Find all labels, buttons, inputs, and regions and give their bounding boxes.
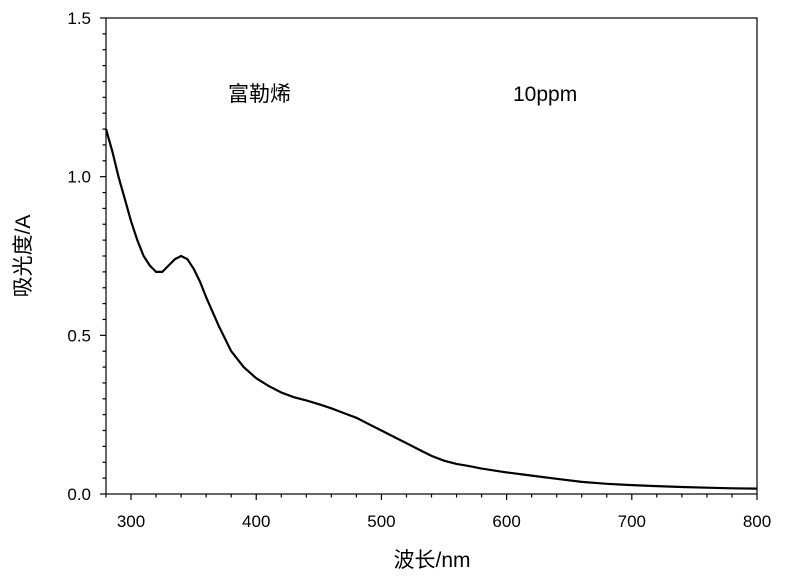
y-tick-label: 1.0 [67, 168, 91, 187]
y-axis-tick-labels: 0.0 0.5 1.0 1.5 [67, 9, 91, 504]
annotation-sample-name: 富勒烯 [228, 83, 291, 106]
x-tick-label: 500 [367, 512, 395, 531]
y-axis-ticks [100, 17, 106, 495]
y-tick-label: 0.5 [67, 326, 91, 345]
y-axis-title: 吸光度/A [12, 215, 35, 298]
x-axis-title: 波长/nm [393, 549, 470, 572]
plot-area-frame [105, 17, 758, 495]
x-tick-label: 600 [492, 512, 520, 531]
x-tick-label: 400 [242, 512, 270, 531]
absorbance-series-line [104, 128, 758, 490]
x-tick-label: 800 [743, 512, 771, 531]
y-tick-label: 1.5 [67, 9, 91, 28]
x-axis-tick-labels: 300 400 500 600 700 800 [117, 512, 771, 531]
x-tick-label: 700 [618, 512, 646, 531]
x-tick-label: 300 [117, 512, 145, 531]
annotation-concentration: 10ppm [513, 83, 577, 106]
x-axis-ticks [105, 494, 758, 500]
y-tick-label: 0.0 [67, 485, 91, 504]
